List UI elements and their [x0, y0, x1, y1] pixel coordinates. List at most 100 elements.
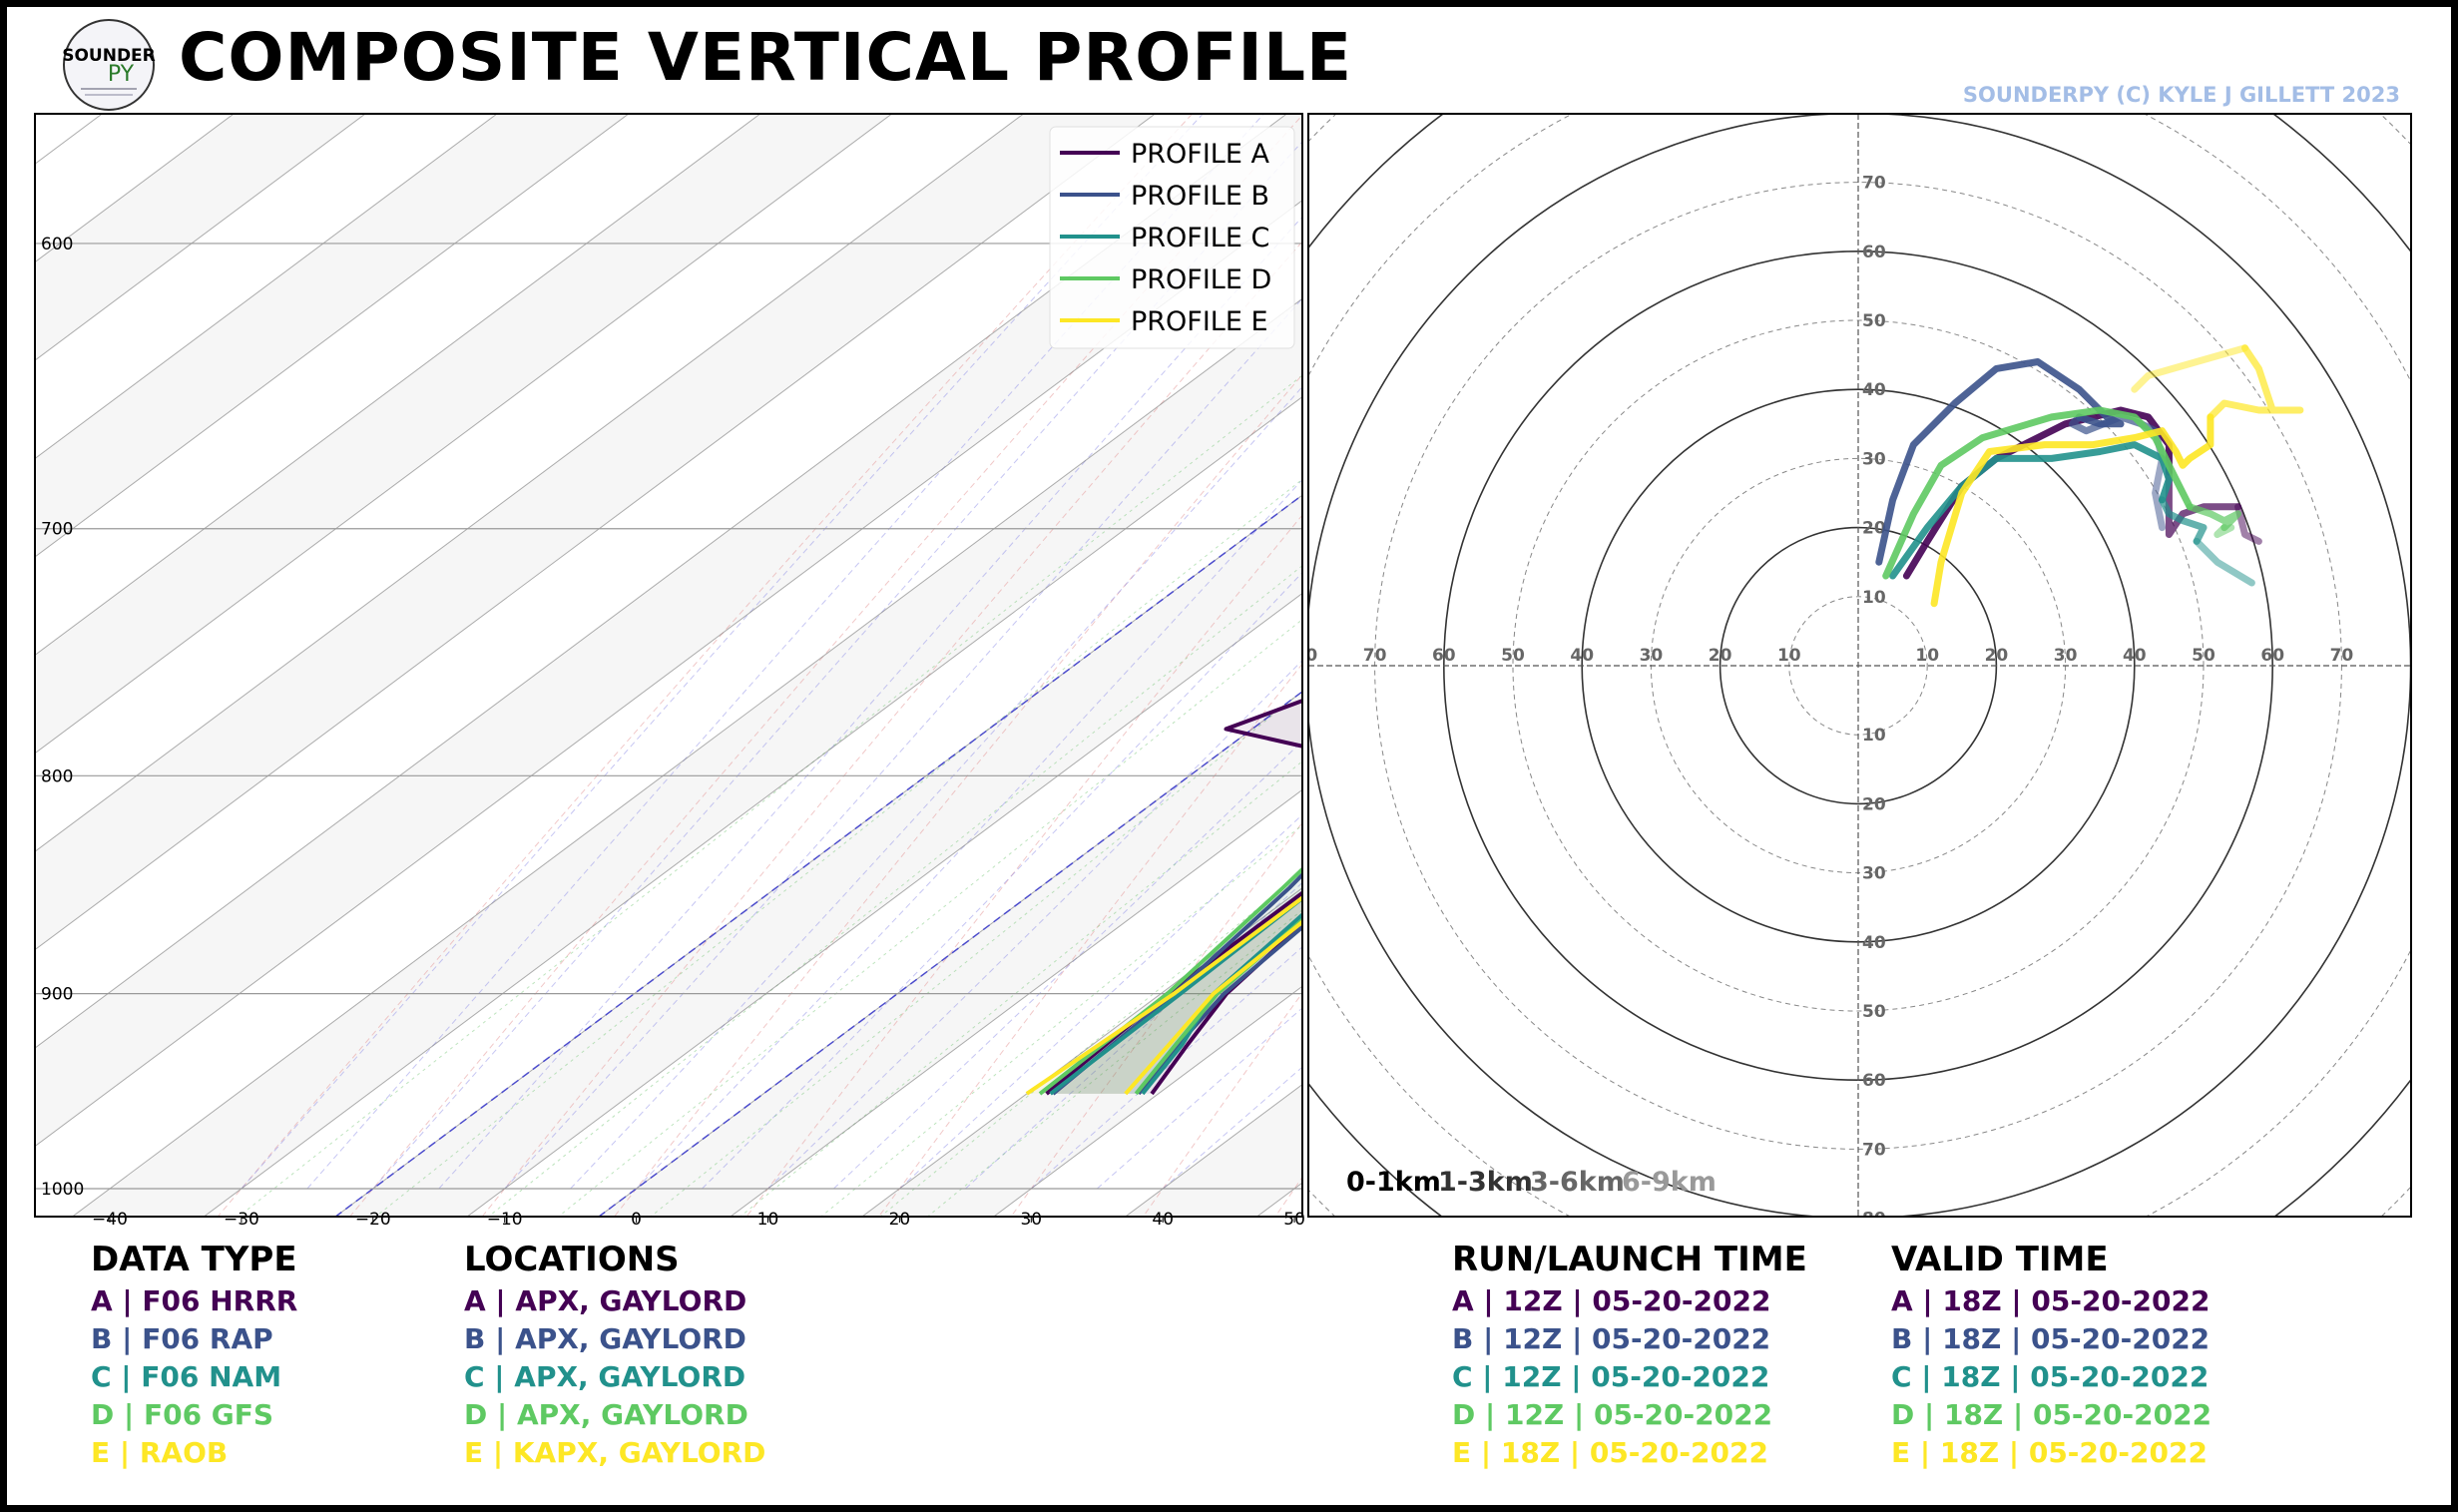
hodograph-ring-label: 70 [1862, 174, 1886, 194]
hodograph-ring-label: 20 [1862, 794, 1886, 814]
data-type-column: DATA TYPE A | F06 HRRR B | F06 RAP C | F… [91, 1237, 297, 1472]
hodograph-ring-label: 40 [1862, 380, 1886, 400]
isotherm [35, 114, 1288, 1049]
pressure-tick-label: 700 [41, 520, 73, 540]
valid-time-column: VALID TIME A | 18Z | 05-20-2022 B | 18Z … [1891, 1237, 2212, 1472]
location-line: E | KAPX, GAYLORD [464, 1436, 766, 1469]
legend-label-d: PROFILE D [1131, 264, 1271, 295]
data-type-line: A | F06 HRRR [91, 1284, 298, 1317]
valid-time-line: E | 18Z | 05-20-2022 [1891, 1436, 2208, 1469]
hodograph-ring-label: 10 [1777, 646, 1801, 666]
highlight-isotherm [334, 494, 1302, 1217]
run-time-column: RUN/LAUNCH TIME A | 12Z | 05-20-2022 B |… [1452, 1237, 1807, 1472]
mixing-ratio-line [557, 619, 1302, 1217]
valid-time-heading: VALID TIME [1891, 1240, 2109, 1279]
mixing-ratio-line [650, 690, 1302, 1217]
hodograph-ring-label: 60 [1862, 1071, 1886, 1091]
hodograph-trace-d [2186, 503, 2242, 532]
hodograph-trace-d [2213, 524, 2235, 538]
location-line: C | APX, GAYLORD [464, 1360, 746, 1393]
pressure-tick-label: 1000 [41, 1180, 84, 1200]
hodograph-trace-e [2207, 344, 2304, 421]
hodograph-trace-c [2193, 537, 2255, 587]
valid-time-line: D | 18Z | 05-20-2022 [1891, 1398, 2212, 1431]
hodograph-ring-label: 80 [1862, 1210, 1886, 1230]
isotherm [35, 114, 1025, 852]
isotherm [35, 200, 1302, 1148]
moist-adiabat [306, 114, 1265, 1190]
hodograph-ring-label: 60 [1862, 243, 1886, 262]
hodograph-ring-label: 70 [1862, 1140, 1886, 1160]
isotherm [71, 297, 1302, 1217]
moist-adiabat [702, 571, 1302, 1190]
hodograph-ring-label: 50 [1862, 311, 1886, 331]
hodograph-layer-label: 1-3km [1438, 1167, 1533, 1198]
hodograph-ring-label: 60 [1432, 646, 1456, 666]
skewt-chart: 2003004005006007008009001000−40−30−20−10… [34, 113, 1305, 1230]
moist-adiabat [899, 813, 1302, 1190]
hodograph-ring-label: 30 [1640, 646, 1664, 666]
moist-adiabat [965, 881, 1302, 1190]
run-time-line: C | 12Z | 05-20-2022 [1452, 1360, 1770, 1393]
hodograph-trace-c [2159, 496, 2208, 545]
hodograph-layer-label: 0-1km [1346, 1167, 1441, 1198]
hodograph-ring-label: 10 [1915, 646, 1939, 666]
chart-legend: PROFILE A PROFILE B PROFILE C PROFILE D PROF… [1049, 126, 1295, 349]
moist-adiabat [833, 740, 1302, 1190]
hodograph-trace-c [1889, 441, 2173, 580]
run-time-heading: RUN/LAUNCH TIME [1452, 1240, 1807, 1279]
hodograph-ring-label: 10 [1862, 726, 1886, 746]
temperature-tick-label: 40 [1152, 1210, 1174, 1230]
hodograph-layer-label: 3-6km [1530, 1167, 1625, 1198]
data-type-line: B | F06 RAP [91, 1322, 273, 1355]
temperature-tick-label: −10 [487, 1210, 523, 1230]
run-time-line: A | 12Z | 05-20-2022 [1452, 1284, 1771, 1317]
hodograph-ring-label: 30 [1862, 449, 1886, 469]
temperature-tick-label: 20 [889, 1210, 911, 1230]
isotherm [35, 114, 761, 656]
data-type-line: E | RAOB [91, 1436, 229, 1469]
moist-adiabat [372, 141, 1302, 1190]
pressure-tick-label: 800 [41, 766, 73, 786]
hodograph-ring-label: 30 [2054, 646, 2078, 666]
hodograph-ring-label: 20 [1985, 646, 2009, 666]
logo-text-bottom: PY [108, 62, 135, 87]
temperature-tick-label: 0 [631, 1210, 642, 1230]
valid-time-line: B | 18Z | 05-20-2022 [1891, 1322, 2211, 1355]
mixing-ratio-line [879, 871, 1302, 1217]
data-type-line: D | F06 GFS [91, 1398, 274, 1431]
locations-heading: LOCATIONS [464, 1240, 680, 1279]
hodograph-ring-label: 50 [1501, 646, 1525, 666]
temperature-tick-label: −40 [92, 1210, 128, 1230]
run-time-line: D | 12Z | 05-20-2022 [1452, 1398, 1773, 1431]
location-line: D | APX, GAYLORD [464, 1398, 748, 1431]
hodograph-ring-label: 50 [1862, 1002, 1886, 1022]
isotherm [203, 396, 1302, 1217]
data-type-line: C | F06 NAM [91, 1360, 282, 1393]
isotherm [35, 114, 1157, 951]
location-line: A | APX, GAYLORD [464, 1284, 747, 1317]
hodograph-ring-label: 60 [2260, 646, 2284, 666]
mixing-ratio-line [487, 565, 1302, 1217]
hodograph-ring-label: 40 [1862, 933, 1886, 953]
locations-column: LOCATIONS A | APX, GAYLORD B | APX, GAYL… [464, 1237, 765, 1472]
run-time-line: B | 12Z | 05-20-2022 [1452, 1322, 1771, 1355]
moist-adiabat [570, 385, 1302, 1190]
page-title: COMPOSITE VERTICAL PROFILE [179, 19, 1353, 96]
figure-frame: SOUNDER PY COMPOSITE VERTICAL PROFILE SO… [7, 7, 2451, 1505]
temperature-tick-label: 10 [757, 1210, 779, 1230]
hodograph-ring-label: 30 [1862, 864, 1886, 884]
dry-adiabat [745, 514, 1302, 1217]
logo-text-top: SOUNDER [62, 46, 156, 66]
hodograph-trace-e [2131, 344, 2248, 393]
legend-label-a: PROFILE A [1131, 139, 1269, 170]
temperature-tick-label: −20 [355, 1210, 391, 1230]
isotherm [35, 114, 630, 558]
temperature-tick-label: −30 [224, 1210, 259, 1230]
pressure-tick-label: 600 [41, 235, 73, 254]
hodograph-ring-label: 70 [1363, 646, 1387, 666]
hodograph-chart: 80 70 60 50 40 30 20 10 10 20 30 40 50 60 70 70 60 50 40 30… [1307, 113, 2412, 1230]
temperature-band [35, 114, 1302, 1147]
hodograph-trace-b [1875, 358, 2125, 566]
moist-adiabat [438, 216, 1302, 1190]
